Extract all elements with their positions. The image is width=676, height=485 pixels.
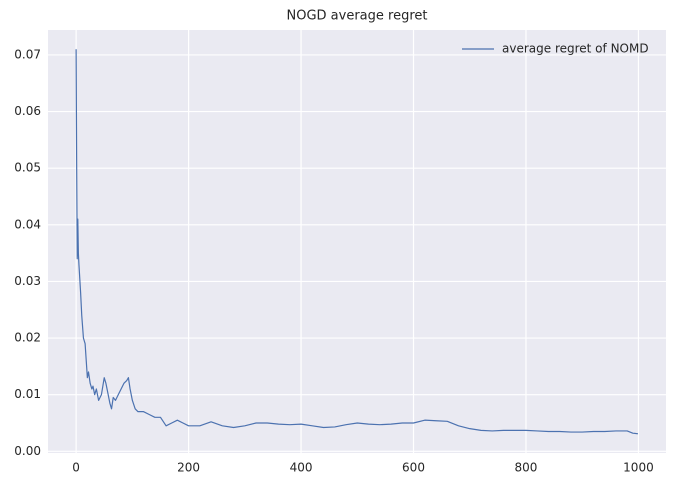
legend-label: average regret of NOMD (502, 42, 649, 56)
y-tick-label: 0.06 (14, 104, 41, 118)
x-tick-label: 0 (72, 461, 80, 475)
x-tick-label: 800 (515, 461, 538, 475)
x-tick-label: 200 (177, 461, 200, 475)
y-tick-label: 0.01 (14, 387, 41, 401)
x-tick-label: 600 (402, 461, 425, 475)
y-tick-label: 0.07 (14, 47, 41, 61)
line (75, 49, 638, 435)
y-tick-label: 0.05 (14, 161, 41, 175)
y-tick-label: 0.02 (14, 331, 41, 345)
y-tick-label: 0.03 (14, 274, 41, 288)
y-tick-label: 0.00 (14, 444, 41, 458)
x-tick-label: 1000 (623, 461, 654, 475)
chart-title: NOGD average regret (287, 9, 428, 24)
plot-area (48, 30, 666, 453)
x-tick-label: 400 (290, 461, 313, 475)
y-tick-label: 0.04 (14, 217, 41, 231)
